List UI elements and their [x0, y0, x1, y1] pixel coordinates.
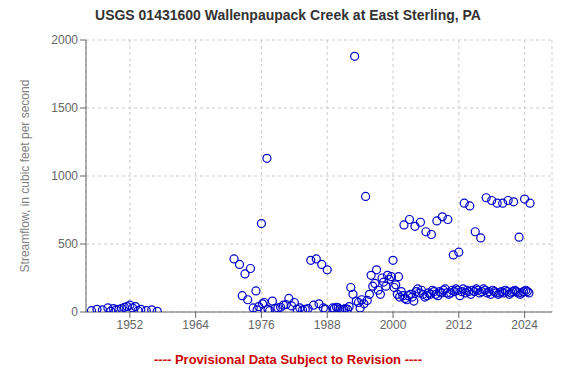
svg-text:1976: 1976 [248, 318, 275, 332]
svg-text:1000: 1000 [51, 169, 78, 183]
svg-text:1952: 1952 [117, 318, 144, 332]
svg-text:1964: 1964 [182, 318, 209, 332]
html-text:USGS 01431600 Wallenpaupack Cr: USGS 01431600 Wallenpaupack Creek at Eas… [95, 7, 481, 23]
svg-text:0: 0 [71, 305, 78, 319]
svg-text:1988: 1988 [314, 318, 341, 332]
svg-text:2012: 2012 [445, 318, 472, 332]
svg-text:2000: 2000 [51, 33, 78, 47]
html-text:---- Provisional Data Subject: ---- Provisional Data Subject to Revisio… [154, 352, 422, 367]
svg-text:2024: 2024 [511, 318, 538, 332]
svg-text:2000: 2000 [380, 318, 407, 332]
svg-text:1500: 1500 [51, 101, 78, 115]
svg-text:500: 500 [58, 237, 78, 251]
svg-text:Streamflow, in cubic feet per: Streamflow, in cubic feet per second [18, 80, 32, 273]
